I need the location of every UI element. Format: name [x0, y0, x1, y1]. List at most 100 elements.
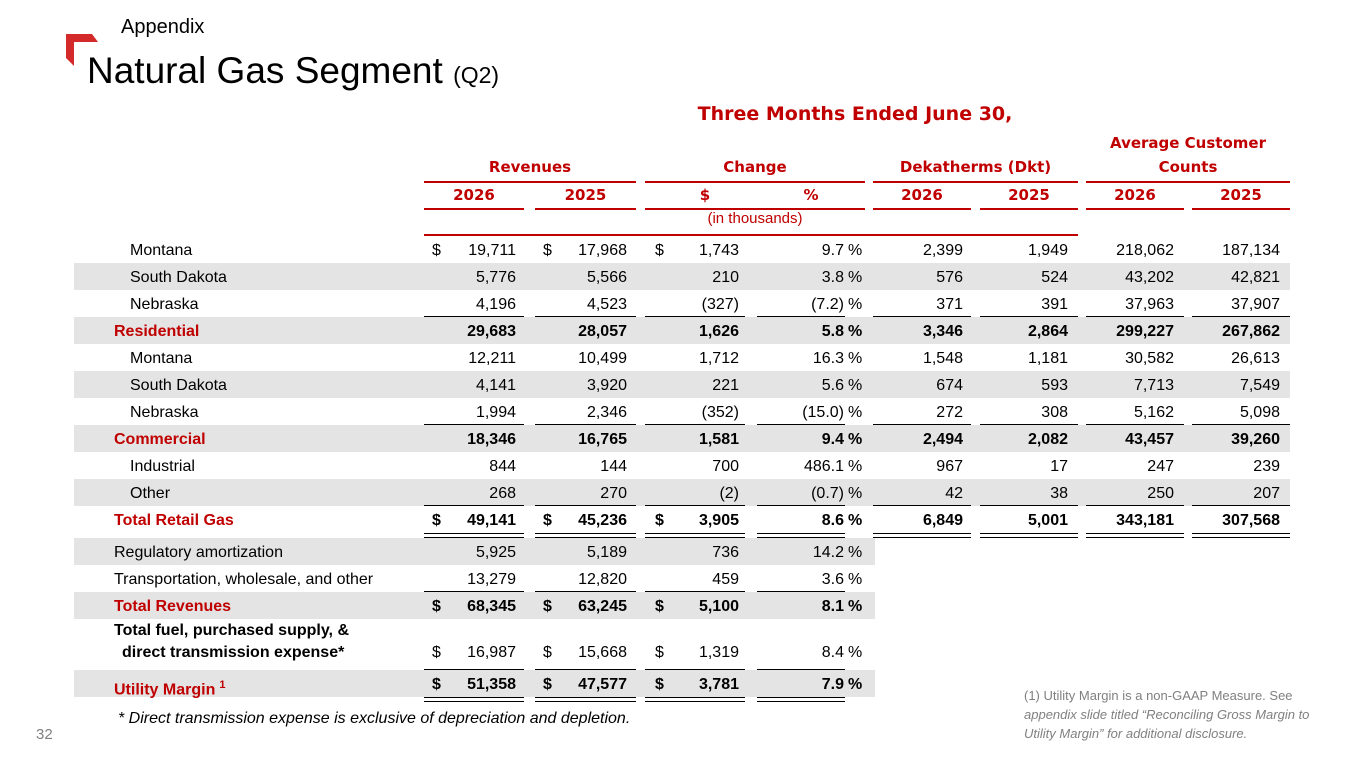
dollar-sign: $	[432, 675, 441, 693]
cell-rev25: 17,968	[578, 241, 627, 259]
cell-rev25: 144	[600, 457, 627, 475]
row-label: Transportation, wholesale, and other	[114, 570, 374, 588]
cell-dkt25: 524	[1041, 268, 1068, 286]
subtotal-rule	[980, 505, 1078, 506]
subtotal-rule	[757, 669, 845, 670]
subtotal-rule	[645, 316, 745, 317]
cell-dkt25: 2,082	[1027, 430, 1068, 448]
cell-dkt26: 371	[936, 295, 963, 313]
cell-chg: (327)	[701, 295, 739, 313]
footnote-margin-italic: appendix slide titled “Reconciling Gross…	[1024, 707, 1310, 741]
cell-rev26: 1,994	[475, 403, 516, 421]
grand-total-rule	[1086, 533, 1184, 538]
grand-total-rule	[645, 533, 745, 538]
cell-rev25: 28,057	[578, 322, 627, 340]
cell-cust26: 30,582	[1125, 349, 1174, 367]
cell-rev26: 29,683	[467, 322, 516, 340]
subtotal-rule	[1192, 505, 1290, 506]
page-number: 32	[36, 726, 53, 743]
subtotal-rule	[1192, 316, 1290, 317]
cell-cust26: 250	[1147, 484, 1174, 502]
subtotal-rule	[757, 316, 845, 317]
subtotal-rule	[873, 316, 971, 317]
page-title-suffix: (Q2)	[453, 62, 500, 88]
cell-rev26: 5,776	[475, 268, 516, 286]
subtotal-rule	[1086, 316, 1184, 317]
row-label: Utility Margin 1	[114, 678, 226, 698]
grand-total-rule	[980, 533, 1078, 538]
year-header-rev-2026: 2026	[453, 186, 495, 204]
change-header: Change	[723, 158, 787, 176]
cell-cust26: 343,181	[1116, 511, 1174, 529]
dollar-sign: $	[655, 511, 664, 529]
cell-pct: 9.4	[821, 430, 844, 448]
percent-sign: %	[848, 295, 863, 313]
cell-rev25: 63,245	[578, 597, 627, 615]
year-header-cust-2025: 2025	[1220, 186, 1262, 204]
percent-sign: %	[848, 570, 863, 588]
percent-sign: %	[848, 675, 863, 693]
cell-chg: 210	[712, 268, 739, 286]
row-label: Industrial	[130, 457, 195, 475]
cell-cust26: 5,162	[1133, 403, 1174, 421]
row-label: Regulatory amortization	[114, 543, 283, 561]
cell-rev26: 18,346	[467, 430, 516, 448]
row-shading	[74, 479, 1290, 506]
cell-rev26: 51,358	[467, 675, 516, 693]
cell-pct: 5.8	[821, 322, 844, 340]
cell-rev26: 12,211	[468, 349, 516, 367]
row-label: Other	[130, 484, 171, 502]
row-label: Nebraska	[130, 295, 199, 313]
cell-chg: (352)	[701, 403, 739, 421]
section-label: Appendix	[121, 16, 205, 38]
percent-sign: %	[848, 322, 863, 340]
grand-total-rule	[424, 533, 524, 538]
cell-cust25: 26,613	[1231, 349, 1280, 367]
percent-sign: %	[848, 597, 863, 615]
cell-rev25: 12,820	[578, 570, 627, 588]
cell-rev26: 268	[489, 484, 516, 502]
cell-dkt26: 3,346	[922, 322, 963, 340]
cell-chg: 736	[712, 543, 739, 561]
cell-rev25: 2,346	[586, 403, 627, 421]
revenues-header: Revenues	[488, 158, 572, 176]
customers-header-line1: Average Customer	[1110, 134, 1266, 152]
cell-cust25: 42,821	[1231, 268, 1280, 286]
subtotal-rule	[424, 669, 524, 670]
row-shading	[74, 425, 1290, 452]
cell-dkt26: 967	[936, 457, 963, 475]
subtotal-rule	[645, 505, 745, 506]
row-shading	[74, 263, 1290, 290]
cell-rev25: 5,566	[586, 268, 627, 286]
subtotal-rule	[980, 316, 1078, 317]
cell-pct: 8.4	[821, 644, 844, 661]
subtotal-rule	[424, 505, 524, 506]
cell-dkt26: 6,849	[922, 511, 963, 529]
row-shading	[74, 538, 875, 565]
cell-pct: (7.2)	[811, 295, 844, 313]
percent-sign: %	[848, 241, 863, 259]
row-shading	[74, 592, 875, 619]
page-title: Natural Gas Segment (Q2)	[87, 50, 499, 92]
subtotal-rule	[645, 669, 745, 670]
cell-dkt26: 674	[936, 376, 963, 394]
percent-sign: %	[848, 484, 863, 502]
percent-sign: %	[848, 403, 863, 421]
year-header-cust-2026: 2026	[1114, 186, 1156, 204]
percent-sign: %	[848, 457, 863, 475]
cell-pct: 9.7	[821, 241, 844, 259]
subtotal-rule	[873, 505, 971, 506]
subtotal-rule	[873, 424, 971, 425]
subtotal-rule	[535, 591, 636, 592]
page-title-main: Natural Gas Segment	[87, 50, 443, 91]
cell-rev26: 4,141	[475, 376, 516, 394]
grand-total-rule	[645, 697, 745, 702]
cell-cust25: 5,098	[1239, 403, 1280, 421]
row-shading	[74, 670, 875, 697]
grand-total-rule	[757, 533, 845, 538]
cell-dkt25: 5,001	[1027, 511, 1068, 529]
cell-dkt25: 1,181	[1027, 349, 1068, 367]
dollar-sign: $	[655, 597, 664, 615]
cell-dkt25: 391	[1041, 295, 1068, 313]
percent-sign: %	[848, 268, 863, 286]
